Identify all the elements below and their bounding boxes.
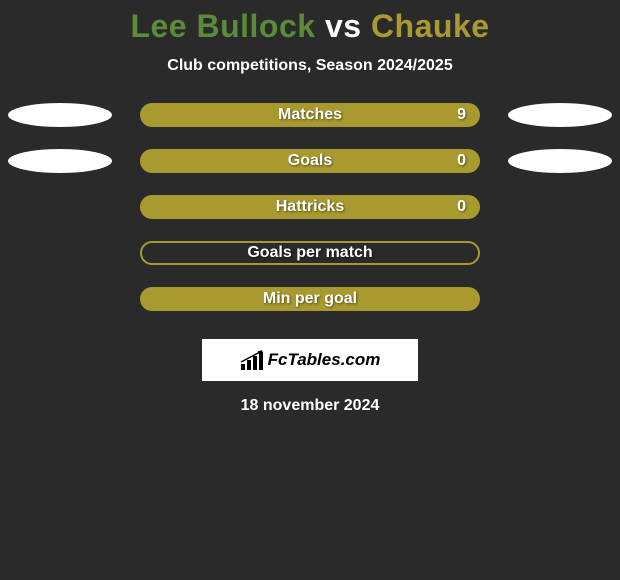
stat-label: Goals per match [247,244,372,262]
stat-row: Goals 0 [0,149,620,173]
stat-bar: Matches 9 [140,103,480,127]
stat-value: 0 [457,198,466,216]
left-spacer [8,287,112,311]
stat-bar: Goals per match [140,241,480,265]
stat-rows: Matches 9 Goals 0 Hattricks 0 Goals per match M… [0,103,620,311]
stat-row: Hattricks 0 [0,195,620,219]
bar-chart-icon [240,350,264,370]
logo-text: FcTables.com [268,350,381,370]
left-ellipse [8,103,112,127]
right-ellipse [508,103,612,127]
stat-row: Min per goal [0,287,620,311]
stat-row: Matches 9 [0,103,620,127]
infographic-container: Lee Bullock vs Chauke Club competitions,… [0,0,620,415]
stat-value: 9 [457,106,466,124]
subtitle: Club competitions, Season 2024/2025 [167,57,452,75]
stat-value: 0 [457,152,466,170]
page-title: Lee Bullock vs Chauke [130,8,489,45]
left-spacer [8,195,112,219]
right-spacer [508,287,612,311]
right-spacer [508,241,612,265]
stat-bar: Hattricks 0 [140,195,480,219]
left-spacer [8,241,112,265]
stat-label: Hattricks [276,198,344,216]
title-part: Chauke [371,8,490,44]
stat-bar: Min per goal [140,287,480,311]
left-ellipse [8,149,112,173]
right-ellipse [508,149,612,173]
stat-label: Goals [288,152,332,170]
stat-bar: Goals 0 [140,149,480,173]
logo-badge: FcTables.com [202,339,418,381]
right-spacer [508,195,612,219]
stat-row: Goals per match [0,241,620,265]
title-part: Lee Bullock [130,8,315,44]
stat-label: Min per goal [263,290,357,308]
title-part: vs [316,8,371,44]
date-text: 18 november 2024 [241,397,380,415]
stat-label: Matches [278,106,342,124]
